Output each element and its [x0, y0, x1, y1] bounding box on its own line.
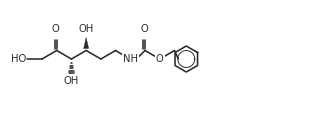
Text: NH: NH: [123, 54, 138, 64]
Polygon shape: [84, 38, 89, 49]
Text: O: O: [52, 24, 60, 34]
Text: OH: OH: [78, 23, 94, 34]
Text: OH: OH: [64, 76, 79, 86]
Text: O: O: [156, 54, 164, 64]
Text: O: O: [140, 24, 148, 34]
Text: HO: HO: [11, 54, 26, 64]
